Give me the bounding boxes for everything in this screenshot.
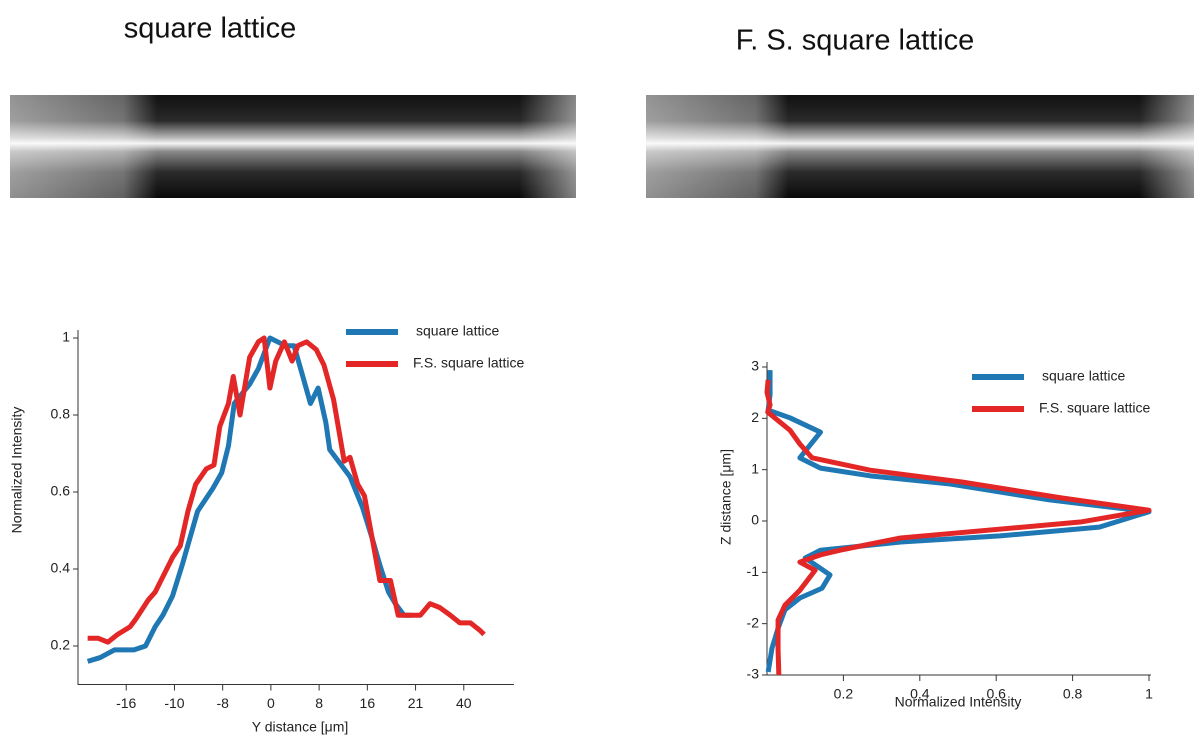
x-tick-label: 1 (1145, 686, 1153, 702)
y-tick-label: 1 (751, 460, 759, 476)
panel-title: F. S. square lattice (736, 25, 975, 57)
y-tick-label: -2 (747, 614, 760, 630)
data-line (765, 370, 1152, 673)
y-tick-label: 0.6 (51, 483, 71, 499)
x-axis-label: Y distance [μm] (252, 719, 349, 735)
x-tick-label: 0.8 (1063, 686, 1083, 702)
y-tick-label: 1 (62, 329, 70, 345)
legend-label: square lattice (1042, 368, 1125, 384)
y-tick-label: 3 (751, 358, 759, 374)
legend-label: F.S. square lattice (413, 355, 524, 371)
x-tick-label: 0 (267, 695, 275, 711)
x-tick-label: 0.4 (910, 686, 930, 702)
x-tick-label: 0.2 (834, 686, 854, 702)
y-tick-label: 0.2 (51, 637, 71, 653)
y-axis-label: Z distance [μm] (718, 449, 734, 545)
x-tick-label: 21 (408, 695, 424, 711)
y-tick-label: 0.8 (51, 406, 71, 422)
y-tick-label: -1 (747, 563, 760, 579)
x-tick-label: -16 (116, 695, 136, 711)
y-tick-label: 0.4 (51, 560, 71, 576)
axis-line (77, 330, 514, 685)
y-axis-label: Normalized Intensity (9, 407, 25, 534)
data-line (764, 379, 1152, 676)
x-axis-label: Normalized Intensity (895, 694, 1022, 710)
y-tick-label: 2 (751, 409, 759, 425)
x-tick-label: -10 (164, 695, 184, 711)
panel-title: square lattice (124, 13, 297, 45)
y-tick-label: 0 (751, 512, 759, 528)
x-tick-label: 40 (456, 695, 472, 711)
x-tick-label: 8 (315, 695, 323, 711)
y-tick-label: -3 (747, 666, 760, 682)
data-line (87, 335, 486, 645)
x-tick-label: -8 (216, 695, 229, 711)
x-tick-label: 16 (360, 695, 376, 711)
x-tick-label: 0.6 (986, 686, 1006, 702)
image-strip (646, 95, 1194, 198)
legend-label: square lattice (416, 323, 499, 339)
legend-label: F.S. square lattice (1039, 400, 1150, 416)
image-strip (10, 95, 576, 198)
